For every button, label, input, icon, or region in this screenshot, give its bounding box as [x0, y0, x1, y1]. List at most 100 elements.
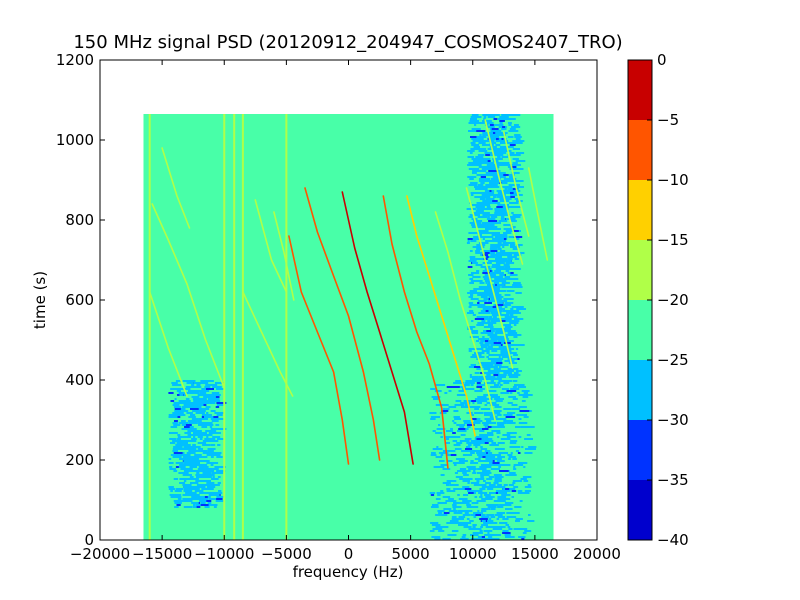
low-power-cell [432, 448, 443, 450]
low-power-cell [199, 424, 207, 426]
low-power-cell [466, 466, 471, 468]
low-power-cell [206, 388, 214, 390]
low-power-cell [494, 514, 503, 516]
low-power-cell [202, 480, 207, 482]
low-power-cell [487, 434, 494, 436]
low-power-cell [486, 438, 493, 440]
low-power-cell [469, 152, 473, 154]
low-power-cell [186, 488, 193, 490]
low-power-cell [488, 140, 495, 142]
low-power-cell [186, 452, 196, 454]
low-power-cell [470, 118, 477, 120]
low-power-cell [486, 458, 490, 460]
low-power-cell [481, 514, 486, 516]
low-power-cell [480, 162, 490, 164]
low-power-cell [491, 280, 498, 282]
low-power-cell [494, 270, 499, 272]
low-power-cell [212, 384, 218, 386]
low-power-cell [491, 350, 498, 352]
low-power-cell [487, 282, 492, 284]
low-power-cell [500, 260, 510, 262]
low-power-cell [484, 442, 489, 444]
low-power-cell [458, 390, 463, 392]
low-power-cell [474, 138, 484, 140]
low-power-cell [177, 448, 183, 450]
low-power-cell [490, 520, 494, 522]
low-power-cell [498, 380, 505, 382]
low-power-cell [430, 418, 436, 420]
low-power-cell [518, 506, 522, 508]
low-power-cell [472, 292, 480, 294]
low-power-cell [197, 434, 208, 436]
low-power-cell [460, 434, 466, 436]
low-power-cell [497, 214, 500, 216]
low-power-cell [200, 484, 206, 486]
low-power-cell [435, 384, 446, 386]
plot-area [99, 59, 598, 541]
low-power-cell [452, 462, 460, 464]
low-power-cell [182, 406, 191, 408]
low-power-cell [489, 192, 495, 194]
low-power-cell [507, 324, 511, 326]
low-power-cell [186, 382, 192, 384]
low-power-cell [476, 390, 481, 392]
doppler-trace [406, 195, 477, 437]
low-power-cell [512, 126, 516, 128]
low-power-cell [481, 136, 485, 138]
low-power-cell [173, 478, 178, 480]
low-power-cell [502, 190, 505, 192]
low-power-cell [471, 320, 474, 322]
low-power-cell [493, 282, 499, 284]
low-power-cell [498, 138, 502, 140]
low-power-cell [447, 490, 456, 492]
low-power-cell [442, 468, 451, 470]
low-power-cell [491, 538, 500, 540]
low-power-cell [455, 476, 463, 478]
low-power-cell [461, 390, 465, 392]
low-power-cell [178, 384, 182, 386]
low-power-cell [471, 418, 477, 420]
low-power-cell [476, 428, 479, 430]
low-power-cell [473, 420, 483, 422]
low-power-cell [494, 124, 504, 126]
low-power-cell [450, 428, 453, 430]
low-power-cell [463, 474, 466, 476]
low-power-cell [473, 208, 477, 210]
low-power-cell [474, 124, 477, 126]
low-power-cell [196, 472, 200, 474]
low-power-cell [484, 338, 490, 340]
low-power-cell [464, 512, 469, 514]
low-power-cell [477, 234, 482, 236]
low-power-cell [514, 318, 524, 320]
low-power-cell [204, 460, 208, 462]
low-power-cell [193, 432, 201, 434]
low-power-cell [196, 390, 206, 392]
low-power-cell [182, 500, 190, 502]
low-power-cell [193, 398, 202, 400]
low-power-cell [476, 136, 487, 138]
low-power-cell [189, 470, 198, 472]
low-power-cell [496, 376, 499, 378]
low-power-cell [194, 486, 201, 488]
low-power-cell [518, 394, 527, 396]
low-power-cell [193, 382, 200, 384]
low-power-cell [187, 440, 196, 442]
low-power-cell [498, 300, 506, 302]
low-power-cell [430, 416, 435, 418]
low-power-cell [464, 438, 472, 440]
low-power-cell [528, 514, 531, 516]
low-power-cell [451, 518, 462, 520]
colorbar-swatch [628, 420, 652, 480]
low-power-cell [478, 338, 481, 340]
low-power-cell [483, 424, 489, 426]
low-power-cell [515, 292, 522, 294]
y-tick-label: 1000 [56, 131, 94, 149]
low-power-cell [507, 142, 516, 144]
low-power-cell [500, 464, 511, 466]
low-power-cell [504, 342, 511, 344]
low-power-cell [201, 426, 208, 428]
low-power-cell [476, 444, 481, 446]
low-power-cell [485, 208, 492, 210]
low-power-cell [175, 380, 182, 382]
low-power-cell [181, 428, 187, 430]
